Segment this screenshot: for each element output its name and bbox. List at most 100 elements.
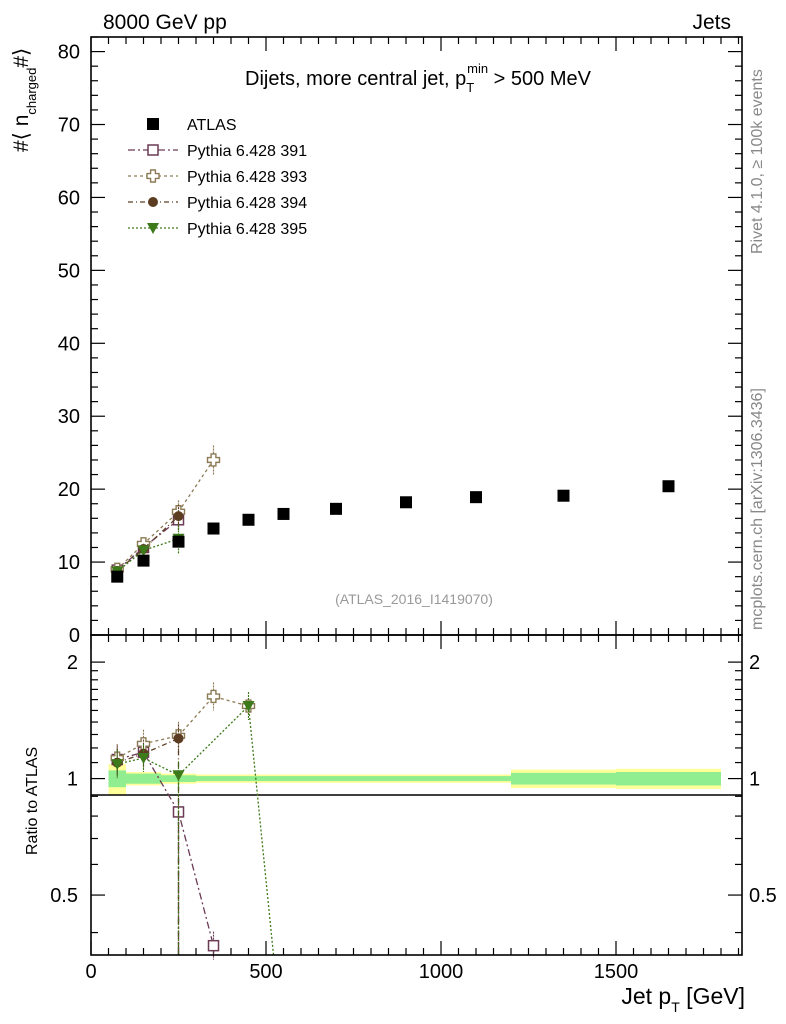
legend-marker-p391 <box>147 144 159 156</box>
ratio-line-p395 <box>117 705 249 777</box>
series-atlas <box>111 480 675 583</box>
ratio-point-p395 <box>111 759 124 771</box>
ratio-y-tick-label: 1 <box>67 769 78 791</box>
x-tick-label: 1500 <box>594 961 639 983</box>
x-tick-labels: 0 500 1000 1500 <box>85 961 638 983</box>
title-main: Dijets, more central jet, p <box>245 68 466 90</box>
legend-marker-atlas <box>147 118 159 130</box>
y-tick-label: 30 <box>58 406 80 428</box>
ratio-series <box>110 682 275 960</box>
data-point-p393 <box>206 453 221 467</box>
legend-label: ATLAS <box>187 117 237 134</box>
data-point-atlas <box>111 570 124 583</box>
ratio-axis-ticks: 0.5 0.5 1 1 2 2 <box>50 635 777 955</box>
ratio-y-tick-label-right: 2 <box>749 652 760 674</box>
legend-label: Pythia 6.428 393 <box>187 169 307 186</box>
y-tick-label: 0 <box>69 625 80 647</box>
series-p393 <box>110 445 221 577</box>
ratio-y-tick-label: 2 <box>67 652 78 674</box>
y-tick-label: 40 <box>58 333 80 355</box>
title-sup: min <box>467 61 488 76</box>
x-axis-label: Jet pT [GeV] <box>621 983 745 1015</box>
data-point-p394 <box>173 511 184 522</box>
x-label-main: Jet p <box>621 983 671 1009</box>
data-point-atlas <box>557 489 570 502</box>
data-point-atlas <box>400 496 412 509</box>
data-point-atlas <box>172 535 185 548</box>
legend-marker-p395 <box>147 223 159 234</box>
ratio-panel-frame <box>90 634 743 956</box>
rivet-version-label: Rivet 4.1.0, ≥ 100k events <box>749 69 766 254</box>
legend-label: Pythia 6.428 395 <box>187 221 307 238</box>
legend-marker-p394 <box>148 197 158 207</box>
series-line-p393 <box>116 459 215 570</box>
beam-energy-label: 8000 GeV pp <box>103 11 227 34</box>
ratio-point-p394 <box>173 733 184 744</box>
ratio-point-p395 <box>172 770 185 782</box>
data-point-atlas <box>662 480 675 493</box>
data-point-atlas <box>470 491 482 504</box>
data-point-p395 <box>137 545 150 557</box>
x-label-sub: T <box>671 999 680 1015</box>
legend-marker-p393 <box>146 169 160 183</box>
y-tick-label: 50 <box>58 260 80 282</box>
y-tick-label: 20 <box>58 479 80 501</box>
ratio-uncertainty-bands <box>108 764 721 795</box>
title-tail: > 500 MeV <box>488 68 592 90</box>
x-label-tail: [GeV] <box>680 983 745 1009</box>
ratio-line-p393 <box>116 695 249 759</box>
ratio-band-inner <box>196 776 231 782</box>
ratio-point-p391 <box>207 939 220 952</box>
mcplots-source-label: mcplots.cern.ch [arXiv:1306.3436] <box>749 388 766 630</box>
x-tick-label: 0 <box>85 961 96 983</box>
ratio-band-inner <box>126 773 161 784</box>
ratio-line-p391 <box>117 751 215 946</box>
watermark-analysis-id: (ATLAS_2016_I1419070) <box>335 591 493 607</box>
ratio-band-inner <box>616 771 721 786</box>
y-tick-label: 10 <box>58 552 80 574</box>
data-point-atlas <box>277 507 290 520</box>
y-label-sub: charged <box>24 68 39 115</box>
data-point-atlas <box>242 513 255 526</box>
ratio-panel: 0.5 0.5 1 1 2 2 <box>50 634 777 960</box>
ratio-dropoff-line <box>247 705 275 956</box>
legend-label: Pythia 6.428 394 <box>187 195 307 212</box>
ratio-band-inner <box>108 770 126 788</box>
y-label-post: #⟩ <box>10 48 33 68</box>
data-point-atlas <box>330 502 342 515</box>
legend: ATLAS Pythia 6.428 391 Pythia 6.428 393 Pyt… <box>128 117 307 238</box>
ratio-point-p395 <box>137 753 150 765</box>
main-panel: 0 10 20 30 40 50 60 70 80 (ATLAS_2016_I1419070) <box>58 36 743 647</box>
main-y-tick-labels: 0 10 20 30 40 50 60 70 80 <box>58 42 80 647</box>
legend-entry-atlas: ATLAS <box>147 117 237 134</box>
x-tick-label: 500 <box>249 961 282 983</box>
ratio-band-inner <box>511 772 616 785</box>
y-axis-label: #⟨ ncharged#⟩ <box>10 48 39 152</box>
ratio-point-p395 <box>242 701 255 713</box>
ratio-series-p391 <box>111 738 220 960</box>
ratio-y-tick-label: 0.5 <box>50 885 78 907</box>
legend-entry-p395: Pythia 6.428 395 <box>128 221 307 238</box>
data-point-atlas <box>207 522 220 535</box>
ratio-series-p393 <box>110 682 256 773</box>
chart-title: Dijets, more central jet, pTmin > 500 Me… <box>245 61 592 95</box>
y-tick-label: 80 <box>58 42 80 64</box>
y-label-pre: #⟨ n <box>10 115 33 152</box>
ratio-series-p395 <box>111 692 275 956</box>
x-tick-label: 1000 <box>419 961 464 983</box>
y-tick-label: 60 <box>58 187 80 209</box>
title-sub: T <box>466 80 474 95</box>
ratio-point-p393 <box>206 689 221 704</box>
legend-entry-p393: Pythia 6.428 393 <box>128 169 307 186</box>
ratio-band-inner <box>371 776 441 782</box>
data-point-atlas <box>137 554 150 567</box>
plot-category-label: Jets <box>692 11 731 34</box>
main-series <box>110 445 675 583</box>
ratio-y-axis-label: Ratio to ATLAS <box>24 747 41 855</box>
ratio-y-tick-label-right: 0.5 <box>749 885 777 907</box>
legend-entry-p394: Pythia 6.428 394 <box>128 195 307 212</box>
legend-entry-p391: Pythia 6.428 391 <box>128 143 307 160</box>
main-axis-ticks <box>90 36 742 636</box>
ratio-band-inner <box>301 776 371 782</box>
